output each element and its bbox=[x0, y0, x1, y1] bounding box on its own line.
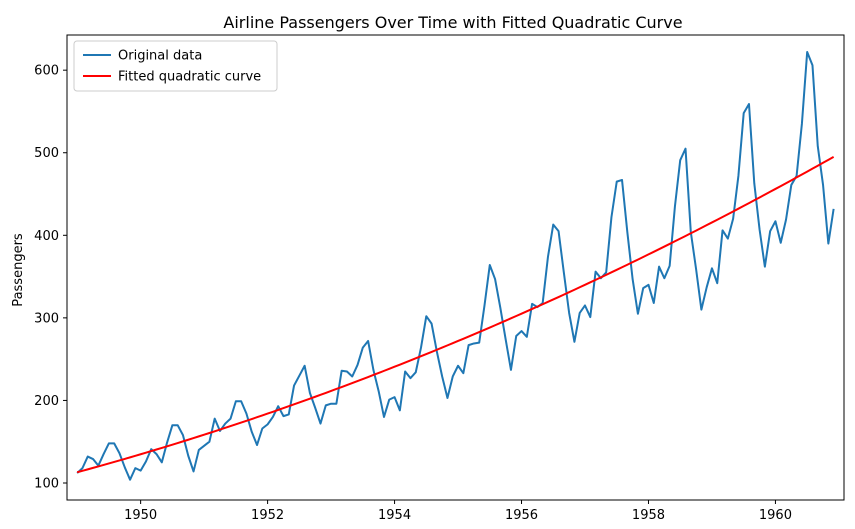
series-line-fitted bbox=[76, 155, 835, 474]
legend-box bbox=[73, 40, 278, 92]
x-tick-label: 1952 bbox=[251, 508, 284, 523]
x-tick-label: 1958 bbox=[632, 508, 665, 523]
x-tick-label: 1950 bbox=[124, 508, 157, 523]
y-tick-label: 300 bbox=[34, 311, 59, 326]
y-tick-label: 600 bbox=[34, 64, 59, 79]
axes-frame bbox=[66, 34, 845, 501]
x-tick-label: 1956 bbox=[505, 508, 538, 523]
y-tick-label: 200 bbox=[34, 394, 59, 409]
axis-ticks: 1950 1952 1954 1956 1958 1960 100 200 300 400 500 6… bbox=[34, 64, 792, 523]
legend-label-original: Original data bbox=[118, 49, 202, 64]
chart-title: Airline Passengers Over Time with Fitted… bbox=[223, 13, 682, 32]
y-axis-label: Passengers bbox=[11, 233, 26, 307]
series-line-original bbox=[76, 51, 835, 481]
y-tick-label: 400 bbox=[34, 229, 59, 244]
x-tick-label: 1960 bbox=[759, 508, 792, 523]
legend: Original data Fitted quadratic curve bbox=[73, 40, 278, 92]
legend-label-fitted: Fitted quadratic curve bbox=[118, 70, 261, 85]
y-tick-label: 100 bbox=[34, 476, 59, 491]
x-tick-label: 1954 bbox=[378, 508, 411, 523]
y-tick-label: 500 bbox=[34, 146, 59, 161]
plot-area bbox=[76, 51, 835, 481]
